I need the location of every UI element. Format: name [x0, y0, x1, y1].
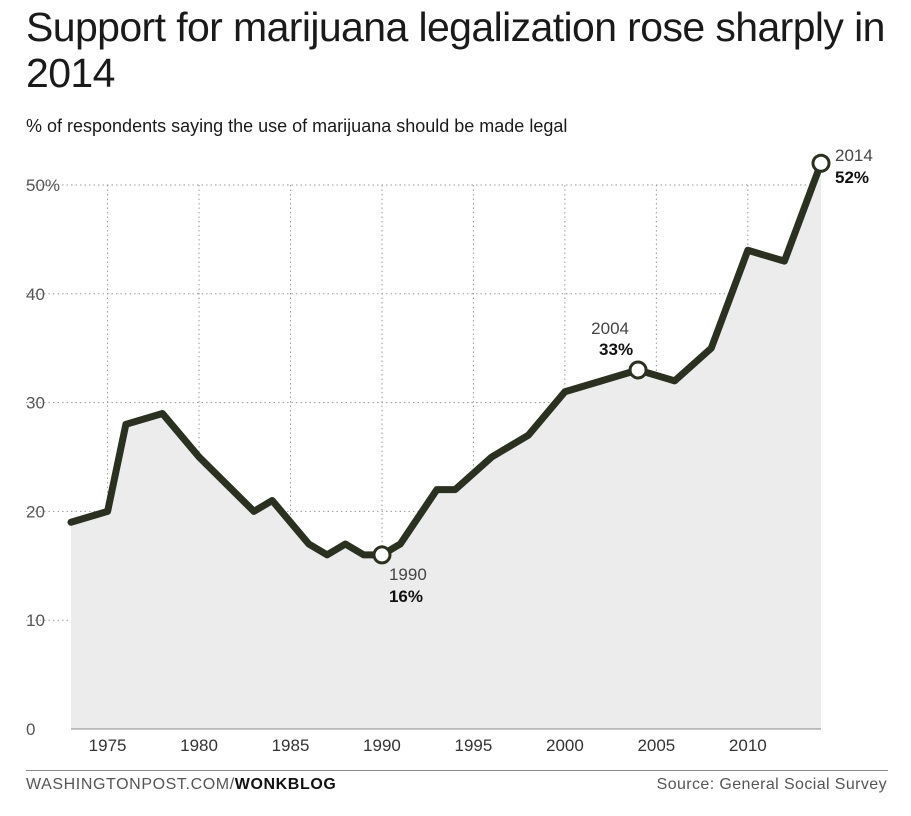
- x-tick-label: 1990: [363, 736, 401, 755]
- x-tick-label: 1980: [180, 736, 218, 755]
- chart-subtitle: % of respondents saying the use of marij…: [26, 116, 568, 136]
- x-tick-label: 2000: [546, 736, 584, 755]
- y-tick-label: 30: [26, 394, 45, 413]
- x-tick-label: 2010: [729, 736, 767, 755]
- series-area: [71, 163, 821, 730]
- series-line: [67, 159, 825, 559]
- x-tick-label: 1975: [89, 736, 127, 755]
- y-tick-label: 0: [26, 720, 35, 739]
- x-tick-label: 1985: [272, 736, 310, 755]
- footer-divider: [26, 770, 888, 771]
- x-tick-label: 2005: [637, 736, 675, 755]
- y-tick-label: 50%: [26, 176, 60, 195]
- annotation-marker: [628, 360, 648, 380]
- y-tick-label: 40: [26, 285, 45, 304]
- footer-credit: WASHINGTONPOST.COM/WONKBLOG: [26, 776, 336, 794]
- annotation-layer: 1990 16% 2004 33% 2014 52%: [372, 146, 873, 606]
- footer-source: Source: General Social Survey: [656, 776, 887, 793]
- annotation-value: 16%: [389, 587, 423, 606]
- annotation-value: 33%: [599, 340, 633, 359]
- annotation-marker: [372, 545, 392, 565]
- line-layer: [67, 159, 825, 559]
- x-tick-label: 1995: [455, 736, 493, 755]
- annotation-year: 1990: [389, 565, 427, 584]
- annotation-year: 2014: [835, 146, 873, 165]
- footer-site: WASHINGTONPOST.COM/: [26, 776, 235, 793]
- y-tick-label: 20: [26, 502, 45, 521]
- area-layer: [71, 163, 821, 730]
- y-tick-label: 10: [26, 611, 45, 630]
- footer-section: WONKBLOG: [234, 776, 337, 793]
- chart-title: Support for marijuana legalization rose …: [26, 4, 885, 96]
- annotation-value: 52%: [835, 168, 869, 187]
- annotation-year: 2004: [591, 319, 629, 338]
- annotation-marker: [811, 153, 831, 173]
